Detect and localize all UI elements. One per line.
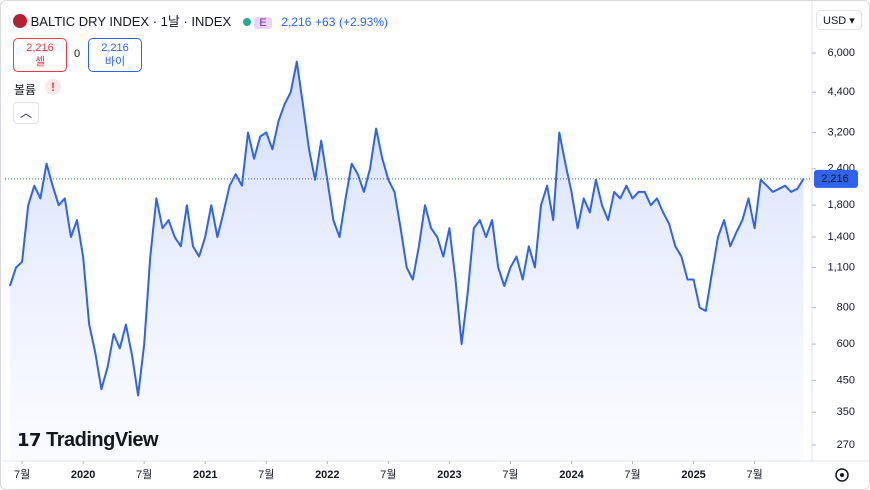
x-tick-label: 2024 [559,469,584,481]
x-tick-label: 7월 [380,468,396,481]
spread: 0 [74,48,81,60]
buy-label: 바이 [104,56,126,68]
x-tick-label: 7월 [136,468,152,481]
x-tick-label: 2023 [437,469,461,481]
y-tick-label: 4,400 [827,86,855,98]
x-tick-label: 2020 [71,469,95,481]
y-tick-label: 1,100 [827,261,855,273]
y-tick-label: 600 [837,338,855,350]
x-tick-label: 7월 [258,468,274,481]
symbol-title[interactable]: BALTIC DRY INDEX · 1날 · INDEX [30,14,232,29]
buy-button[interactable]: 2,216 바이 [88,38,142,72]
logo-text: TradingView [46,429,159,451]
price: 2,216 [281,15,312,29]
symbol-bar: BALTIC DRY INDEX · 1날 · INDEX E 2,216 +6… [13,11,388,30]
x-tick-label: 7월 [502,468,518,481]
currency-select[interactable]: USD ▾ [816,10,862,30]
y-tick-label: 350 [837,406,855,418]
last-price-label: 2,216 [821,173,849,185]
last-price-tag [814,169,858,188]
x-tick-label: 2022 [315,469,339,481]
badge: E [254,17,272,29]
x-tick-label: 7월 [746,468,762,481]
change-pct: (+2.93%) [339,15,389,29]
logo-mark: 𝟭𝟳 [17,430,42,450]
sell-button[interactable]: 2,216 셀 [13,38,67,72]
x-tick-label: 7월 [624,468,640,481]
area [9,61,804,461]
x-tick-label: 2021 [193,469,217,481]
volume-alert[interactable]: ! [45,79,61,95]
y-tick-label: 1,800 [827,199,855,211]
sell-price: 2,216 [26,42,54,54]
change: +63 [315,15,336,29]
flag-icon [13,14,27,28]
y-tick-label: 1,400 [827,231,855,243]
y-tick-label: 270 [837,439,855,451]
buy-price: 2,216 [101,42,129,54]
logo: 𝟭𝟳 TradingView [17,429,159,452]
currency: USD [823,15,847,27]
y-tick-label: 6,000 [827,47,855,59]
x-tick-label: 2025 [681,469,705,481]
x-tick-label: 7월 [14,468,30,481]
price-line [8,60,805,397]
y-tick-label: 450 [837,374,855,386]
sell-label: 셀 [34,56,46,68]
collapse-button[interactable]: ︿ [13,102,39,124]
volume-label[interactable]: 볼륨 [14,83,37,97]
status-dot [242,18,251,26]
y-tick-label: 800 [837,302,855,314]
settings-icon[interactable] [835,468,849,482]
y-tick-label: 3,200 [827,126,855,138]
